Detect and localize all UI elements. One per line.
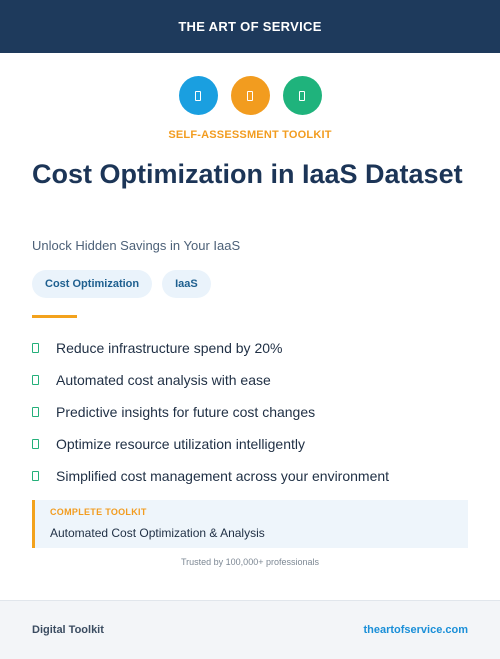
icon-circle-orange	[230, 76, 270, 115]
check-icon	[32, 375, 39, 385]
callout-text: Automated Cost Optimization & Analysis	[50, 526, 265, 540]
page-title: Cost Optimization in IaaS Dataset	[32, 159, 463, 189]
subtitle: Unlock Hidden Savings in Your IaaS	[32, 238, 241, 253]
accent-divider	[32, 315, 77, 318]
check-icon	[32, 471, 39, 481]
icon-row	[0, 76, 500, 115]
toolkit-callout: COMPLETE TOOLKIT Automated Cost Optimiza…	[32, 500, 468, 548]
trust-line: Trusted by 100,000+ professionals	[180, 557, 319, 567]
document-icon	[195, 90, 201, 101]
list-item: Predictive insights for future cost chan…	[32, 396, 482, 428]
document-icon	[299, 90, 305, 101]
footer: Digital Toolkit theartofservice.com	[0, 600, 500, 659]
check-icon	[32, 439, 39, 449]
icon-circle-green	[282, 76, 322, 115]
list-item: Reduce infrastructure spend by 20%	[32, 332, 482, 364]
top-banner: THE ART OF SERVICE	[0, 0, 500, 53]
benefit-list: Reduce infrastructure spend by 20% Autom…	[32, 332, 482, 492]
tag-cost-optimization: Cost Optimization	[32, 270, 153, 298]
list-item: Simplified cost management across your e…	[32, 460, 482, 492]
document-icon	[247, 90, 253, 101]
list-item: Optimize resource utilization intelligen…	[32, 428, 482, 460]
list-item: Automated cost analysis with ease	[32, 364, 482, 396]
check-icon	[32, 343, 39, 353]
tag-list: Cost Optimization IaaS	[32, 270, 211, 298]
footer-label: Digital Toolkit	[32, 624, 104, 636]
check-icon	[32, 407, 39, 417]
brand-name: THE ART OF SERVICE	[178, 19, 322, 34]
callout-label: COMPLETE TOOLKIT	[50, 507, 147, 517]
toolkit-kicker: SELF-ASSESSMENT TOOLKIT	[168, 129, 332, 141]
icon-circle-blue	[178, 76, 218, 115]
website-link[interactable]: theartofservice.com	[363, 624, 468, 636]
tag-iaas: IaaS	[162, 270, 211, 298]
